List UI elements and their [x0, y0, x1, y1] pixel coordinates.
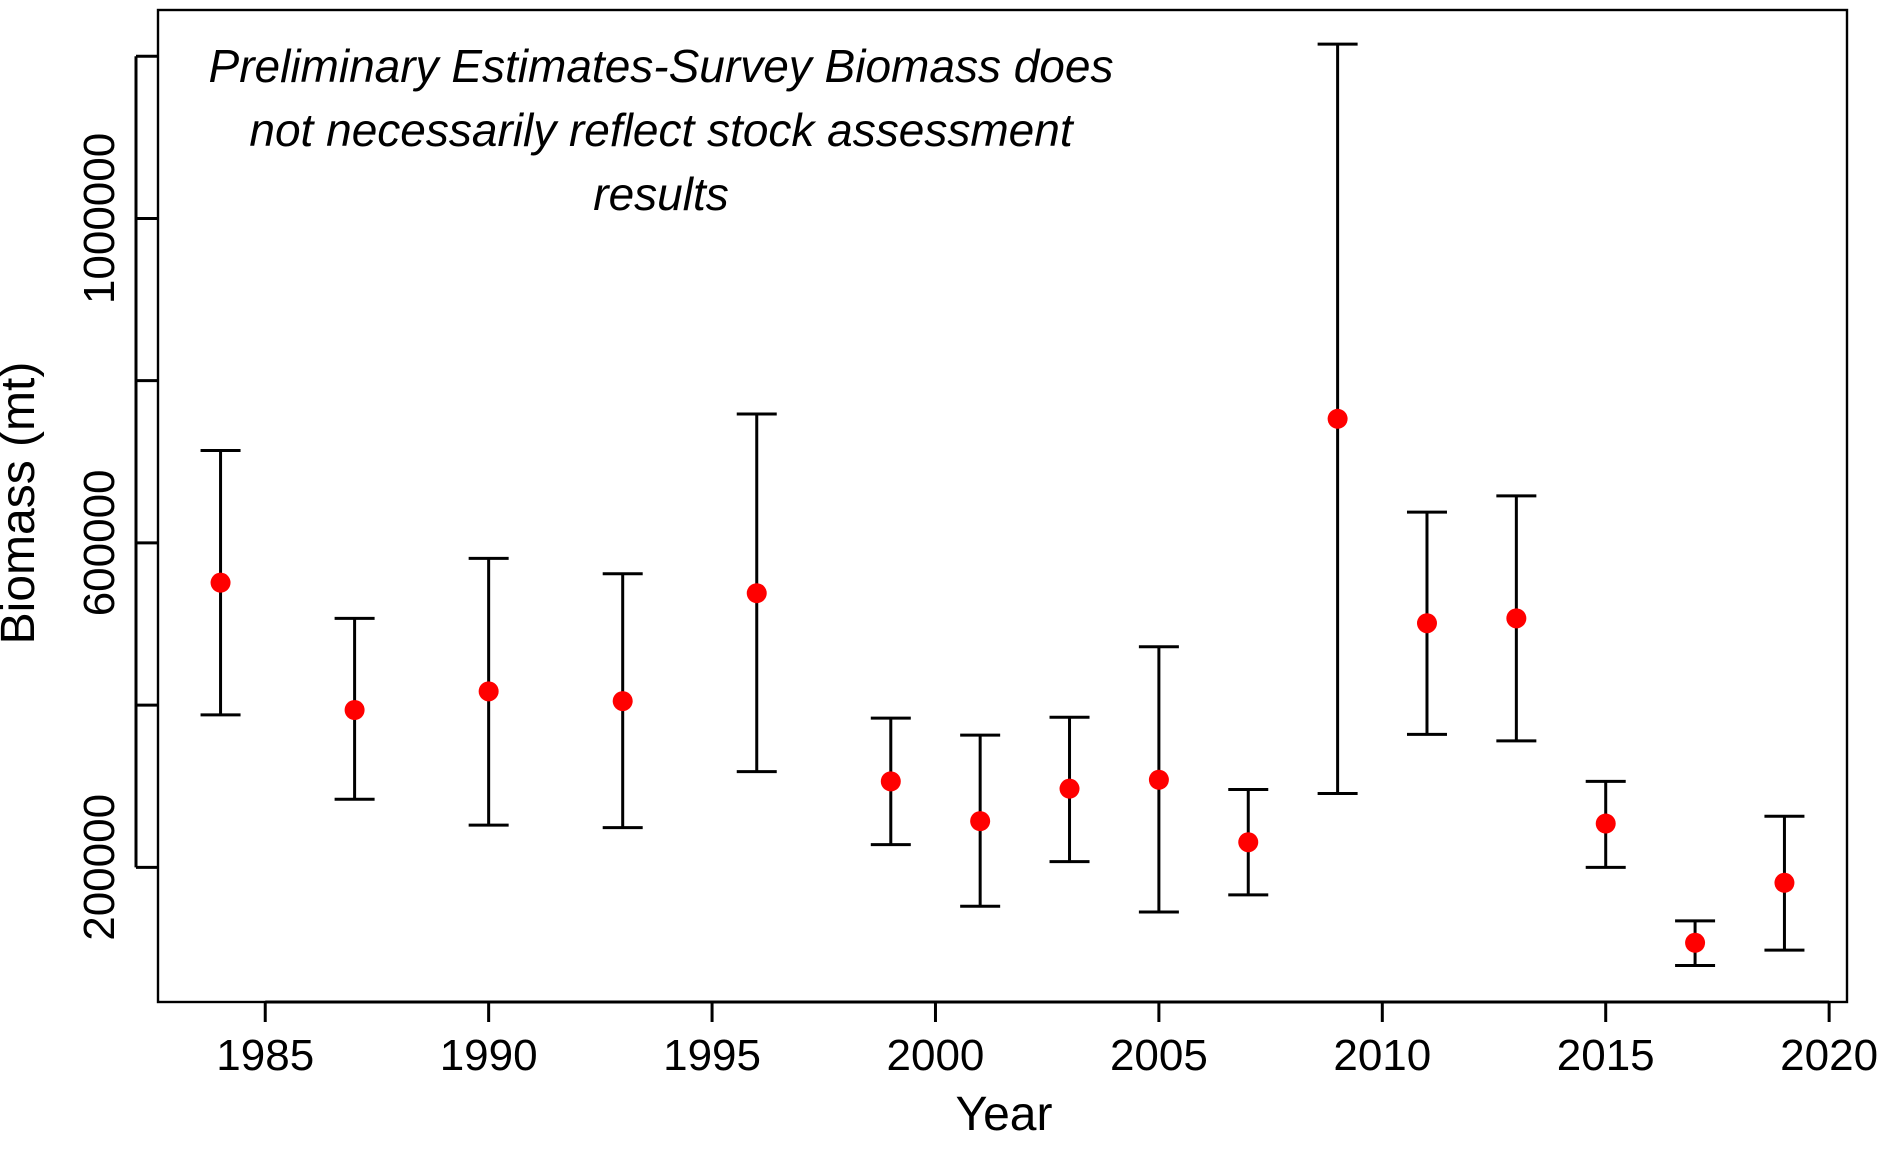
- annotation: results: [593, 168, 728, 220]
- point: [1059, 778, 1080, 799]
- point: [1148, 769, 1169, 790]
- point: [1506, 608, 1527, 629]
- y-tick-label: 1000000: [75, 133, 124, 304]
- point: [1595, 813, 1616, 834]
- point: [1416, 613, 1437, 634]
- y-tick-label: 600000: [75, 469, 124, 616]
- point: [970, 811, 991, 832]
- x-tick-label: 2000: [887, 1031, 985, 1080]
- annotation: Preliminary Estimates-Survey Biomass doe…: [209, 40, 1114, 92]
- x-tick-label: 1995: [663, 1031, 761, 1080]
- point: [1238, 832, 1259, 853]
- x-tick-label: 1990: [440, 1031, 538, 1080]
- point: [210, 572, 231, 593]
- point: [746, 583, 767, 604]
- point: [880, 771, 901, 792]
- point: [1774, 872, 1795, 893]
- point: [612, 691, 633, 712]
- x-tick-label: 2005: [1110, 1031, 1208, 1080]
- x-tick-label: 2020: [1780, 1031, 1878, 1080]
- x-tick-label: 1985: [216, 1031, 314, 1080]
- y-tick-label: 200000: [75, 794, 124, 941]
- y-axis-title: Biomass (mt): [0, 362, 45, 645]
- point: [1685, 932, 1706, 953]
- point: [478, 681, 499, 702]
- x-axis-title: Year: [956, 1088, 1053, 1141]
- x-tick-label: 2015: [1557, 1031, 1655, 1080]
- x-tick-label: 2010: [1333, 1031, 1431, 1080]
- annotation: not necessarily reflect stock assessment: [249, 104, 1074, 156]
- point: [344, 699, 365, 720]
- plot-box: [156, 8, 1849, 1004]
- point: [1327, 408, 1348, 429]
